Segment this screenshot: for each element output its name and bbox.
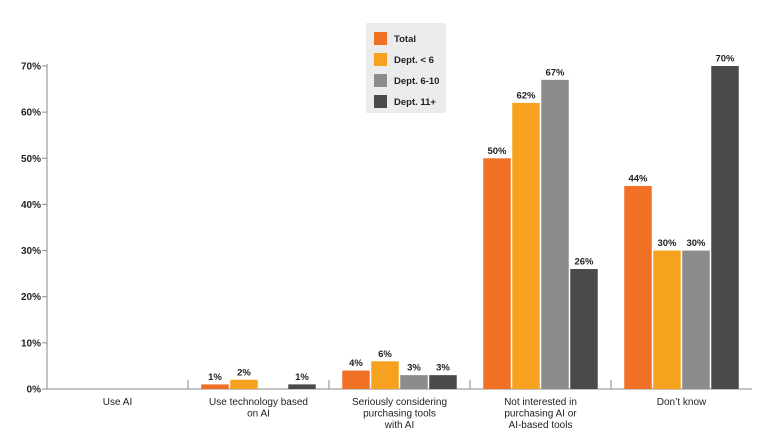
bars (201, 66, 739, 390)
bar (288, 384, 316, 389)
bar (230, 379, 258, 389)
data-label: 30% (686, 238, 706, 249)
x-category-label: with AI (384, 420, 414, 431)
data-labels: 1% 2% 1% 4% 6% 3% 3% 50% 62% 67% 26% 44% 30% 30% 70% (208, 54, 735, 383)
legend: Total Dept. < 6 Dept. 6-10 Dept. 11+ (366, 23, 446, 113)
y-tick-label: 30% (21, 246, 41, 257)
y-tick-label: 0% (27, 385, 42, 396)
y-tick-label: 50% (21, 154, 41, 165)
data-label: 6% (378, 349, 392, 360)
bar (570, 269, 598, 389)
x-category-label: on AI (247, 409, 270, 420)
legend-label: Total (394, 34, 416, 45)
data-label: 67% (545, 67, 565, 78)
data-label: 26% (574, 257, 594, 268)
legend-swatch (374, 32, 387, 45)
data-label: 2% (237, 367, 251, 378)
data-label: 3% (436, 363, 450, 374)
bar (653, 250, 681, 389)
y-tick-label: 10% (21, 338, 41, 349)
data-label: 1% (208, 372, 222, 383)
bar (483, 158, 511, 389)
x-category-label: AI-based tools (509, 420, 573, 431)
data-label: 50% (487, 146, 507, 157)
bar (429, 375, 457, 389)
legend-label: Dept. < 6 (394, 55, 434, 66)
data-label: 30% (657, 238, 677, 249)
data-label: 4% (349, 358, 363, 369)
x-category-label: Don’t know (657, 397, 707, 408)
bar (682, 250, 710, 389)
data-label: 62% (516, 90, 536, 101)
y-tick-label: 20% (21, 292, 41, 303)
x-category-label: purchasing AI or (504, 409, 577, 420)
bar (342, 370, 370, 389)
x-category-label: Seriously considering (352, 397, 447, 408)
bar (512, 102, 540, 390)
bar (371, 361, 399, 389)
x-category-label: purchasing tools (363, 409, 436, 420)
bar (624, 185, 652, 389)
legend-label: Dept. 6-10 (394, 76, 439, 87)
legend-label: Dept. 11+ (394, 97, 436, 108)
data-label: 70% (715, 54, 735, 65)
bar (201, 384, 229, 389)
y-tick-label: 60% (21, 108, 41, 119)
y-tick-label: 40% (21, 200, 41, 211)
legend-swatch (374, 74, 387, 87)
data-label: 44% (628, 173, 648, 184)
bar (400, 375, 428, 389)
data-label: 3% (407, 363, 421, 374)
bar (541, 79, 569, 389)
x-category-label: Use technology based (209, 397, 308, 408)
bar (711, 66, 739, 389)
x-category-label: Not interested in (504, 397, 577, 408)
data-label: 1% (295, 372, 309, 383)
legend-swatch (374, 53, 387, 66)
legend-swatch (374, 95, 387, 108)
x-category-label: Use AI (103, 397, 132, 408)
y-tick-label: 70% (21, 62, 41, 73)
